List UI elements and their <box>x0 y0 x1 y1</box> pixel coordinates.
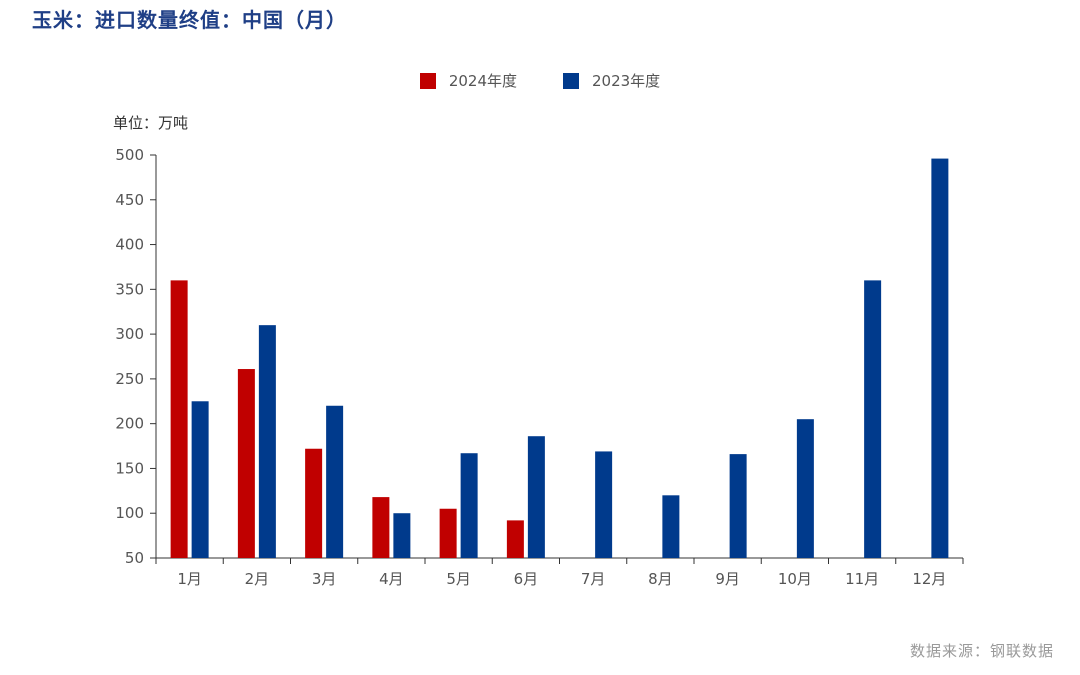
data-source: 数据来源：钢联数据 <box>909 642 1054 660</box>
y-tick-label: 50 <box>125 549 144 567</box>
bar-2024 <box>506 520 524 558</box>
legend-item-2023: 2023年度 <box>563 70 660 91</box>
bar-2024 <box>305 448 323 558</box>
bar-2023 <box>460 453 478 558</box>
x-tick-label: 3月 <box>312 570 337 588</box>
bar-2023 <box>191 401 209 558</box>
bar-2024 <box>237 369 255 558</box>
x-tick-label: 10月 <box>778 570 812 588</box>
y-tick-label: 250 <box>115 370 144 388</box>
x-tick-label: 4月 <box>379 570 404 588</box>
tick-labels: 50 100 150 200 250 300 350 400 450 500 1月 2月 3月 4月 5月 6… <box>115 146 946 588</box>
y-tick-label: 450 <box>115 191 144 209</box>
bar-2023 <box>796 419 814 558</box>
bar-2023 <box>864 280 882 558</box>
x-tick-label: 5月 <box>446 570 471 588</box>
y-tick-label: 300 <box>115 325 144 343</box>
y-tick-label: 400 <box>115 236 144 254</box>
bars <box>170 158 949 559</box>
legend-swatch-2023 <box>563 72 579 89</box>
legend: 2024年度 2023年度 <box>0 70 1080 91</box>
bar-2023 <box>527 436 545 558</box>
bar-2023 <box>729 454 747 558</box>
bar-2024 <box>170 280 188 558</box>
x-tick-label: 2月 <box>245 570 270 588</box>
legend-swatch-2024 <box>419 72 436 89</box>
bar-2023 <box>326 405 344 558</box>
y-axis-unit-label: 单位：万吨 <box>113 114 189 132</box>
x-tick-label: 1月 <box>177 570 202 588</box>
bar-2023 <box>258 325 276 558</box>
legend-label-2023: 2023年度 <box>592 72 661 90</box>
x-tick-label: 6月 <box>514 570 539 588</box>
bar-2024 <box>439 508 457 558</box>
axes <box>150 154 964 564</box>
x-tick-label: 8月 <box>648 570 673 588</box>
x-tick-label: 9月 <box>715 570 740 588</box>
y-tick-label: 100 <box>115 504 144 522</box>
y-tick-label: 500 <box>115 146 144 164</box>
bar-2023 <box>662 495 680 558</box>
x-tick-label: 11月 <box>845 570 879 588</box>
bar-2023 <box>393 513 411 558</box>
y-tick-label: 350 <box>115 280 144 298</box>
bar-2023 <box>595 451 613 558</box>
y-tick-label: 200 <box>115 415 144 433</box>
chart-title: 玉米：进口数量终值：中国（月） <box>32 8 347 32</box>
legend-item-2024: 2024年度 <box>419 70 517 91</box>
bar-2023 <box>931 158 949 559</box>
x-tick-label: 7月 <box>581 570 606 588</box>
x-tick-label: 12月 <box>912 570 946 588</box>
legend-label-2024: 2024年度 <box>448 72 517 90</box>
y-tick-label: 150 <box>115 459 144 477</box>
bar-2024 <box>372 497 390 558</box>
